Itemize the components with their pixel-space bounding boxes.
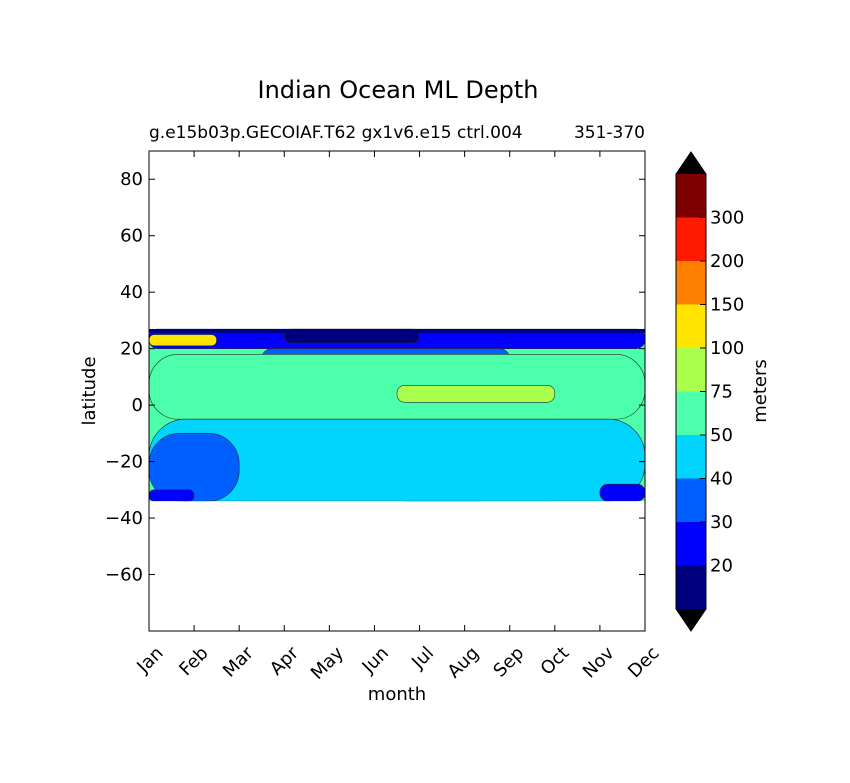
y-tick-label: 40 — [120, 282, 143, 303]
contour-region — [149, 433, 240, 502]
x-tick-label: Jul — [407, 643, 438, 674]
colorbar-extend-min — [676, 609, 706, 631]
y-axis: 80 60 40 20 0 −20 −40 −60 — [105, 169, 645, 586]
colorbar-segment — [676, 565, 706, 609]
colorbar-segment — [676, 435, 706, 479]
colorbar-segment — [676, 522, 706, 566]
y-tick-label: 20 — [120, 339, 143, 360]
x-tick-label: Feb — [175, 643, 212, 680]
y-tick-label: −40 — [105, 508, 143, 529]
colorbar-extend-max — [676, 152, 706, 174]
contour-region — [149, 334, 217, 347]
contour-region — [149, 489, 195, 502]
x-tick-label: Apr — [266, 642, 303, 679]
x-axis-label: month — [368, 684, 426, 705]
colorbar-segment — [676, 261, 706, 305]
colorbar-tick-label: 150 — [710, 295, 744, 316]
filled-contours — [149, 328, 645, 502]
colorbar-tick-label: 40 — [710, 469, 733, 490]
colorbar-tick-label: 300 — [710, 208, 744, 229]
plot-frame — [148, 150, 646, 632]
x-tick-label: Jun — [358, 643, 393, 678]
y-tick-label: 80 — [120, 169, 143, 190]
colorbar-tick-label: 30 — [710, 512, 733, 533]
contour-region-edge — [149, 328, 645, 333]
colorbar-outline — [675, 151, 707, 632]
x-tick-label: Mar — [219, 642, 258, 681]
y-tick-label: 60 — [120, 226, 143, 247]
colorbar-segment — [676, 478, 706, 522]
colorbar: 20 30 40 50 75 100 150 200 300 — [675, 151, 744, 632]
chart-title: Indian Ocean ML Depth — [258, 76, 539, 104]
colorbar-tick-label: 75 — [710, 382, 733, 403]
colorbar-segment — [676, 304, 706, 348]
colorbar-tick-label: 100 — [710, 338, 744, 359]
x-tick-label: Sep — [489, 643, 528, 682]
chart-subtitle-case: g.e15b03p.GECOIAF.T62 gx1v6.e15 ctrl.004 — [149, 123, 523, 143]
x-tick-label: May — [307, 642, 348, 683]
colorbar-label: meters — [750, 359, 771, 423]
x-tick-label: Oct — [537, 643, 574, 680]
colorbar-tick-label: 20 — [710, 556, 733, 577]
y-axis-label: latitude — [79, 356, 100, 425]
plot-area — [148, 150, 646, 632]
x-tick-label: Aug — [444, 643, 484, 683]
x-tick-label: Jan — [132, 643, 167, 678]
contour-region — [149, 418, 645, 502]
colorbar-segment — [676, 174, 706, 218]
contour-region — [599, 483, 645, 502]
colorbar-segment — [676, 391, 706, 435]
y-tick-label: −60 — [105, 565, 143, 586]
chart-subtitle-years: 351-370 — [574, 123, 645, 143]
colorbar-segment — [676, 348, 706, 392]
x-tick-label: Dec — [624, 643, 663, 682]
colorbar-tick-label: 50 — [710, 425, 733, 446]
y-tick-label: 0 — [132, 395, 143, 416]
x-tick-label: Nov — [579, 642, 619, 682]
colorbar-segment — [676, 217, 706, 261]
contour-region — [149, 354, 645, 420]
colorbar-tick-label: 200 — [710, 251, 744, 272]
contour-region — [396, 385, 556, 403]
y-tick-label: −20 — [105, 452, 143, 473]
